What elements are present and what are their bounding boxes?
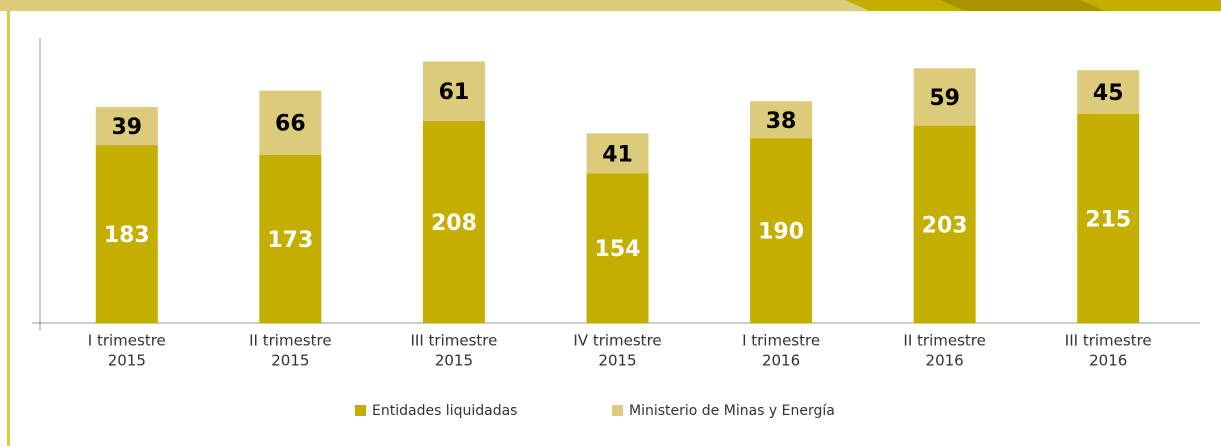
x-tick-label: III trimestre <box>1065 332 1152 350</box>
top-stripe <box>0 0 1221 11</box>
data-label: 59 <box>929 86 960 111</box>
data-label: 61 <box>439 80 470 105</box>
bar-segment <box>586 173 649 323</box>
bar-segment <box>913 68 976 126</box>
legend-label: Entidades liquidadas <box>372 403 517 419</box>
x-tick-label: 2016 <box>762 352 800 370</box>
bar-segment <box>422 120 485 323</box>
x-tick-label: 2015 <box>598 352 636 370</box>
bar-segment <box>1077 113 1140 324</box>
data-label: 203 <box>922 213 968 238</box>
x-tick-label: 2016 <box>1089 352 1127 370</box>
data-label: 154 <box>595 237 641 262</box>
data-label: 208 <box>431 211 477 236</box>
x-tick-label: II trimestre <box>249 332 331 350</box>
legend-label: Ministerio de Minas y Energía <box>629 403 835 419</box>
data-label: 190 <box>758 220 804 245</box>
bar-segment <box>750 138 813 323</box>
bar-segment <box>259 154 322 323</box>
data-label: 183 <box>104 223 150 248</box>
data-label: 38 <box>766 109 797 134</box>
bar-segment <box>586 133 649 174</box>
bar-segment <box>95 107 158 146</box>
x-tick-label: 2016 <box>926 352 964 370</box>
x-tick-label: I trimestre <box>742 332 820 350</box>
x-tick-label: II trimestre <box>903 332 985 350</box>
x-tick-label: IV trimestre <box>573 332 661 350</box>
bar-segment <box>913 125 976 323</box>
x-tick-label: 2015 <box>108 352 146 370</box>
data-label: 39 <box>111 115 142 140</box>
data-label: 215 <box>1085 207 1131 232</box>
x-tick-label: I trimestre <box>88 332 166 350</box>
bar-segment <box>750 101 813 139</box>
bar-segment <box>259 90 322 155</box>
legend-swatch <box>612 405 623 416</box>
left-border <box>7 11 10 446</box>
data-label: 45 <box>1093 81 1124 106</box>
top-stripe-accent <box>1080 0 1221 11</box>
data-label: 41 <box>602 142 633 167</box>
x-tick-label: 2015 <box>271 352 309 370</box>
data-label: 66 <box>275 112 306 137</box>
x-tick-label: 2015 <box>435 352 473 370</box>
data-label: 173 <box>267 228 313 253</box>
bar-segment <box>95 145 158 323</box>
x-tick-label: III trimestre <box>410 332 497 350</box>
legend-swatch <box>355 405 366 416</box>
bar-segment <box>1077 70 1140 114</box>
bar-segment <box>422 61 485 121</box>
